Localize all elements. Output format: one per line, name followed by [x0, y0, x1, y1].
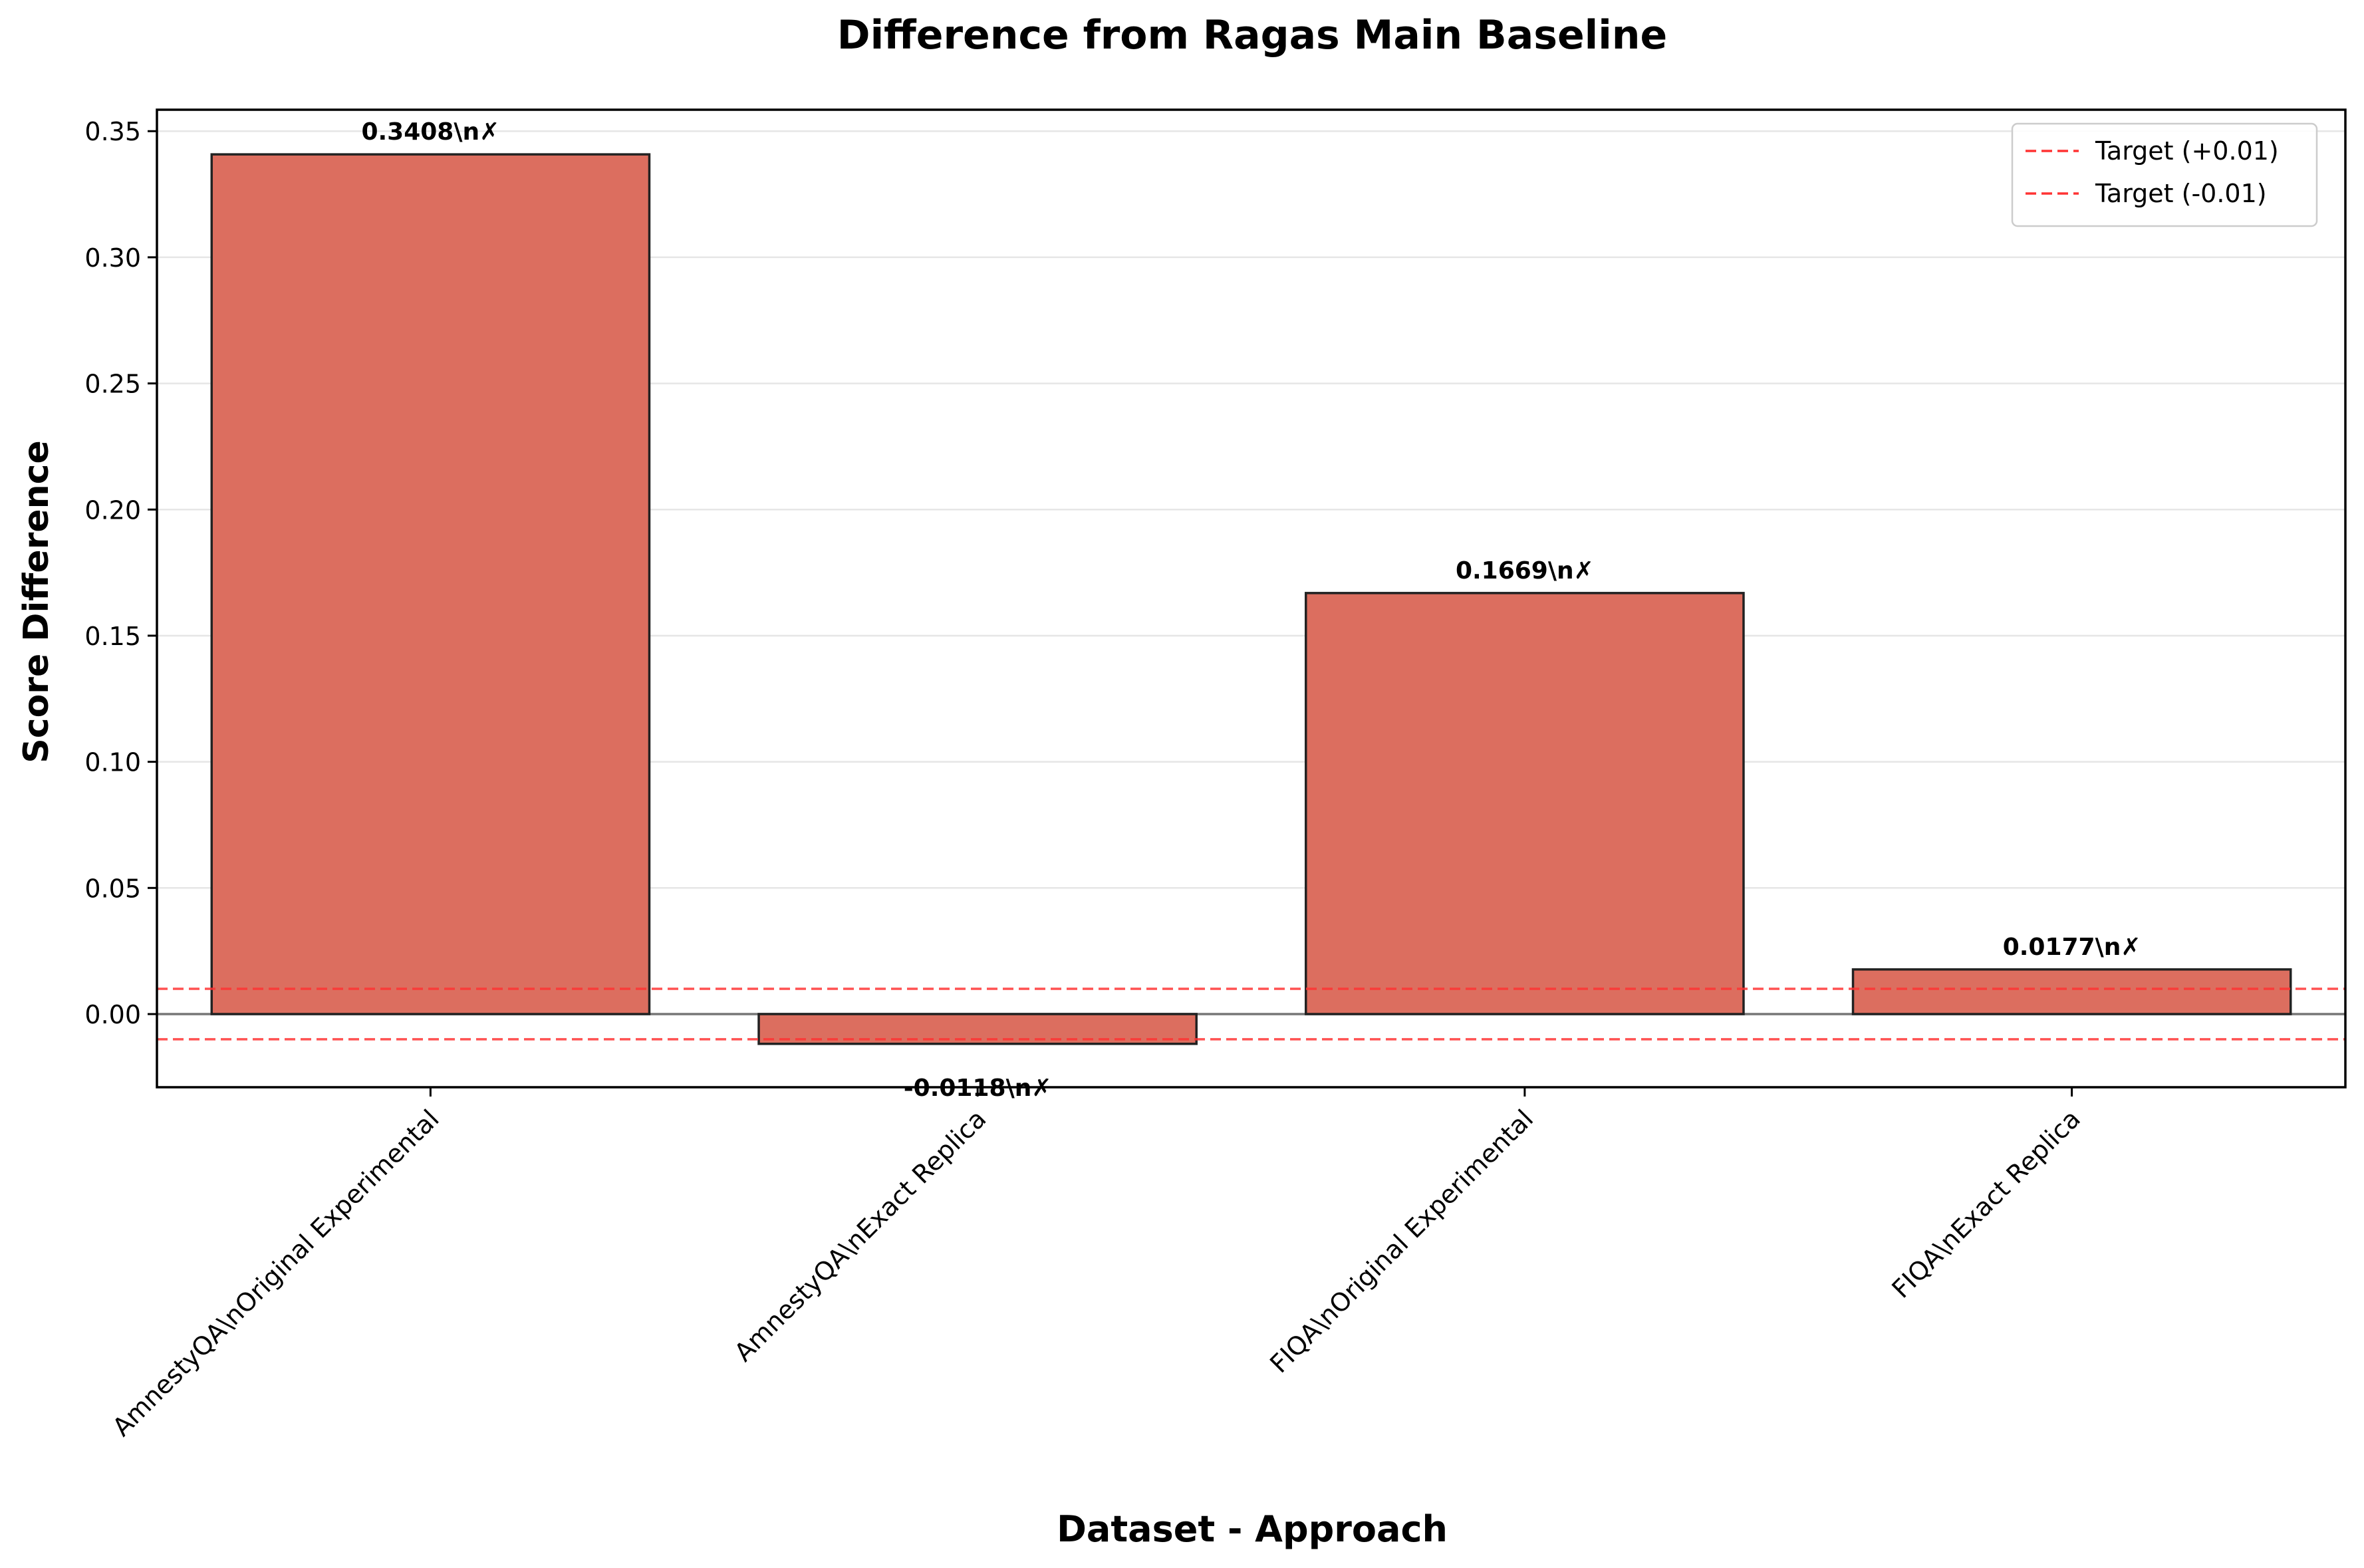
legend-label: Target (-0.01)	[2095, 179, 2267, 208]
y-tick-label: 0.20	[84, 495, 141, 525]
legend-label: Target (+0.01)	[2095, 136, 2279, 166]
bar	[1851, 968, 2292, 1015]
y-tick-label: 0.15	[84, 622, 141, 651]
bars	[210, 153, 2292, 1045]
target-lines	[157, 987, 2345, 1041]
plot-frame	[156, 108, 2347, 1089]
y-tick-label: 0.30	[84, 243, 141, 273]
x-axis-label: Dataset - Approach	[1057, 1508, 1448, 1550]
y-tick-label: 0.00	[84, 1000, 141, 1029]
bar	[1305, 592, 1745, 1015]
legend: Target (+0.01) Target (-0.01)	[2011, 122, 2318, 227]
y-axis-label: Score Difference	[17, 440, 57, 763]
data-labels: 0.3408\n✗-0.0118\n✗0.1669\n✗0.0177\n✗	[361, 118, 2141, 1102]
bar	[210, 153, 651, 1015]
y-tick-label: 0.10	[84, 748, 141, 777]
legend-box	[2011, 122, 2318, 227]
y-tick-label: 0.05	[84, 874, 141, 903]
y-axis: 0.00 0.05 0.10 0.15 0.20 0.25 0.30 0.35	[84, 117, 157, 1029]
chart-title: Difference from Ragas Main Baseline	[837, 12, 1667, 59]
y-tick-label: 0.35	[84, 117, 141, 146]
y-tick-label: 0.25	[84, 370, 141, 399]
data-label: 0.3408\n✗	[361, 118, 499, 146]
data-label: 0.1669\n✗	[1456, 557, 1594, 585]
data-label: 0.0177\n✗	[2003, 934, 2141, 961]
